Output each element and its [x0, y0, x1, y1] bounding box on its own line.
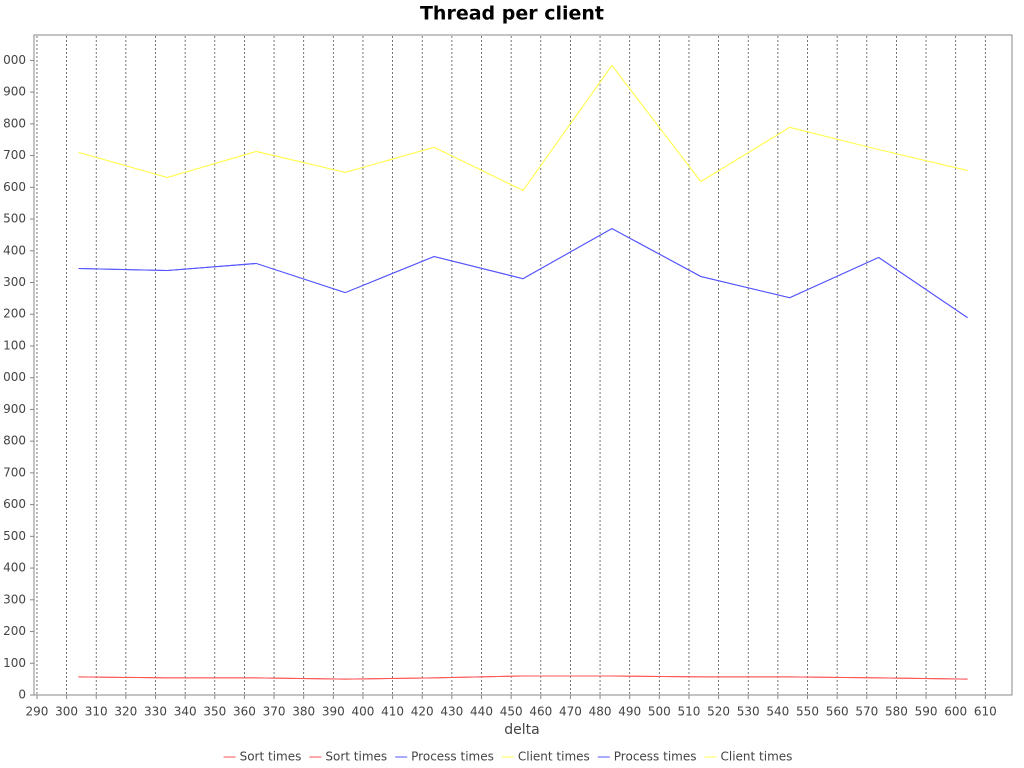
x-tick-label: 470 — [559, 705, 582, 719]
x-tick-label: 380 — [292, 705, 315, 719]
x-tick-label: 580 — [885, 705, 908, 719]
x-tick-label: 590 — [915, 705, 938, 719]
x-tick-label: 290 — [26, 705, 49, 719]
y-tick-label: 100 — [3, 656, 26, 670]
x-tick-label: 610 — [974, 705, 997, 719]
x-tick-label: 410 — [381, 705, 404, 719]
x-tick-label: 370 — [263, 705, 286, 719]
x-tick-label: 390 — [322, 705, 345, 719]
y-tick-label: 200 — [3, 307, 26, 321]
x-tick-label: 570 — [855, 705, 878, 719]
legend-label: Client times — [518, 750, 590, 764]
series-line — [78, 675, 968, 680]
x-tick-label: 490 — [618, 705, 641, 719]
y-tick-label: 200 — [3, 624, 26, 638]
series-line — [78, 64, 968, 192]
y-tick-label: 700 — [3, 465, 26, 479]
y-tick-label: 100 — [3, 338, 26, 352]
x-tick-label: 350 — [203, 705, 226, 719]
x-tick-label: 480 — [589, 705, 612, 719]
y-tick-label: 500 — [3, 212, 26, 226]
x-tick-label: 310 — [85, 705, 108, 719]
x-tick-label: 330 — [144, 705, 167, 719]
x-tick-label: 400 — [352, 705, 375, 719]
chart-title: Thread per client — [420, 3, 604, 25]
y-tick-label: 0 — [18, 688, 26, 702]
x-tick-label: 540 — [766, 705, 789, 719]
x-tick-label: 510 — [678, 705, 701, 719]
legend-label: Process times — [614, 750, 697, 764]
x-tick-label: 550 — [796, 705, 819, 719]
y-tick-label: 900 — [3, 85, 26, 99]
x-tick-label: 320 — [114, 705, 137, 719]
y-tick-label: 500 — [3, 529, 26, 543]
x-tick-label: 340 — [174, 705, 197, 719]
y-tick-label: 900 — [3, 402, 26, 416]
legend-label: Client times — [720, 750, 792, 764]
y-tick-label: 700 — [3, 148, 26, 162]
y-tick-label: 300 — [3, 275, 26, 289]
y-tick-label: 600 — [3, 180, 26, 194]
y-tick-label: 000 — [3, 370, 26, 384]
x-tick-label: 530 — [737, 705, 760, 719]
x-tick-label: 440 — [470, 705, 493, 719]
y-tick-label: 400 — [3, 243, 26, 257]
x-tick-label: 500 — [648, 705, 671, 719]
y-tick-label: 000 — [3, 53, 26, 67]
y-tick-label: 600 — [3, 497, 26, 511]
x-tick-label: 430 — [440, 705, 463, 719]
y-tick-label: 400 — [3, 561, 26, 575]
legend-label: Process times — [411, 750, 494, 764]
x-tick-label: 420 — [411, 705, 434, 719]
y-tick-label: 800 — [3, 434, 26, 448]
x-axis-label: delta — [504, 722, 539, 738]
y-tick-label: 800 — [3, 116, 26, 130]
legend-label: Sort times — [240, 750, 302, 764]
x-tick-label: 600 — [944, 705, 967, 719]
x-tick-label: 360 — [233, 705, 256, 719]
series-line — [78, 227, 968, 319]
x-tick-label: 560 — [826, 705, 849, 719]
x-tick-label: 300 — [55, 705, 78, 719]
plot-area — [33, 34, 1013, 696]
x-tick-label: 520 — [707, 705, 730, 719]
x-tick-label: 450 — [500, 705, 523, 719]
x-tick-label: 460 — [529, 705, 552, 719]
legend-label: Sort times — [325, 750, 387, 764]
y-tick-label: 300 — [3, 592, 26, 606]
